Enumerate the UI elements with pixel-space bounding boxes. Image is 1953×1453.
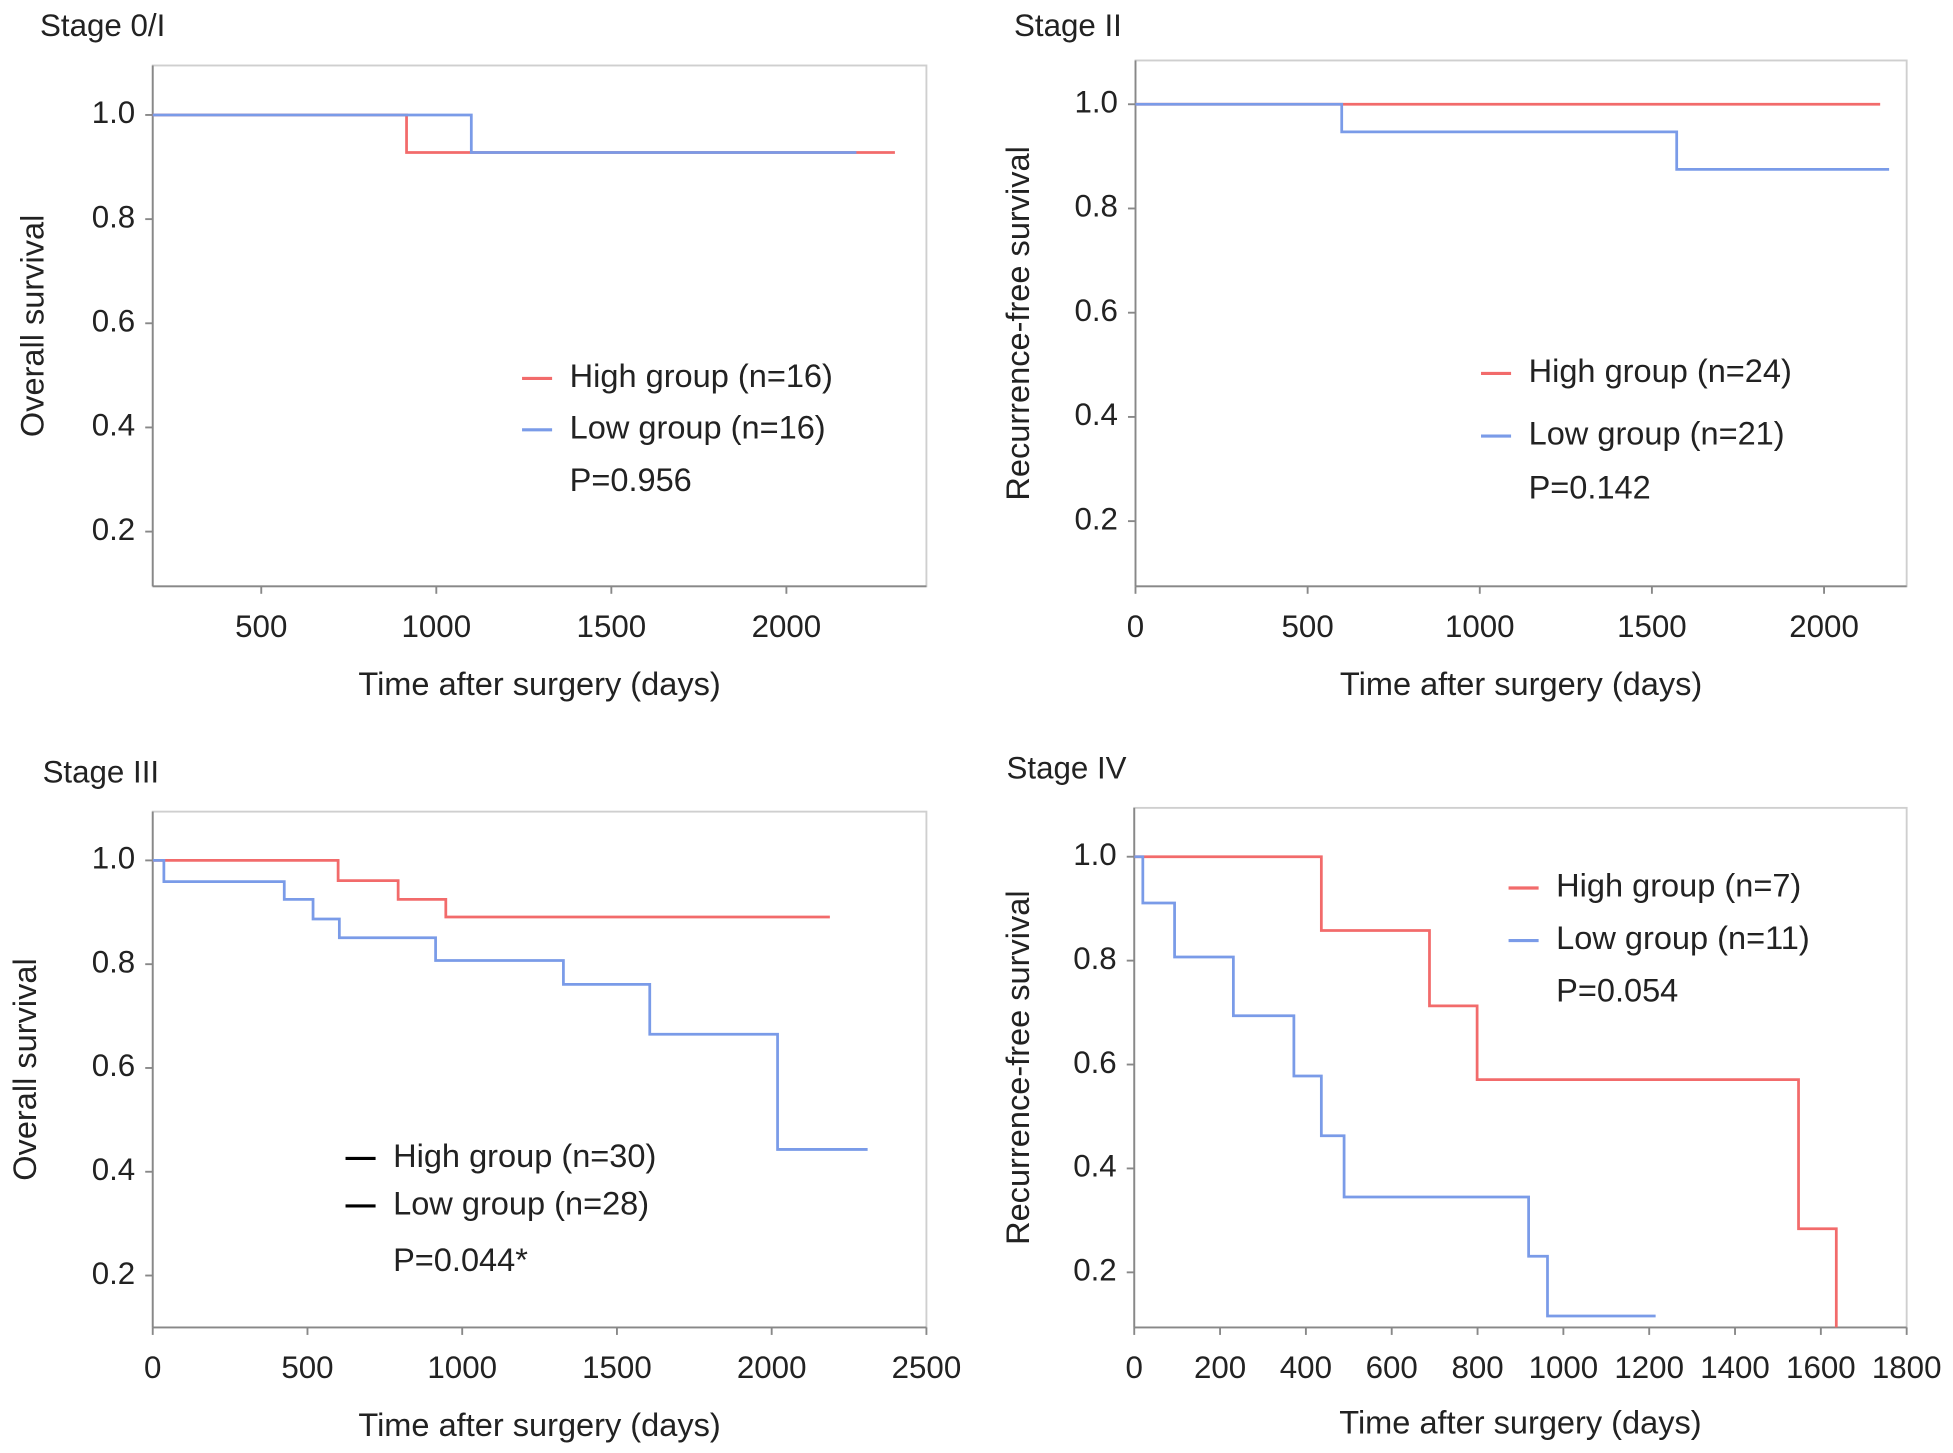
y-tick-label: 0.6 — [1073, 1045, 1117, 1080]
survival-curve — [1135, 102, 1890, 171]
chart-panel: 0.2 0.4 0.6 0.8 1.0 0 200 400 600 800 1000 1200 1400… — [1000, 751, 1942, 1441]
chart-panel: 0.2 0.4 0.6 0.8 1.0 500 1000 1500 2000 Stage 0/I T… — [15, 8, 928, 702]
y-tick-label: 0.8 — [92, 199, 135, 234]
x-tick-label: 1500 — [577, 609, 647, 644]
x-tick-label: 1000 — [427, 1350, 497, 1385]
x-tick-label: 2500 — [892, 1350, 962, 1385]
y-axis-label: Overall survival — [7, 958, 43, 1180]
survival-curve — [152, 113, 857, 154]
x-tick-label: 1600 — [1786, 1350, 1856, 1385]
x-tick-label: 1500 — [582, 1350, 652, 1385]
plot-frame — [1134, 59, 1908, 588]
legend-label: Low group (n=21) — [1529, 416, 1785, 452]
x-tick-label: 800 — [1451, 1350, 1503, 1385]
x-tick-label: 1000 — [1445, 609, 1515, 644]
x-tick-label: 1500 — [1617, 609, 1687, 644]
x-axis-label: Time after surgery (days) — [358, 666, 720, 702]
x-tick-label: 500 — [235, 609, 287, 644]
x-tick-label: 400 — [1280, 1350, 1332, 1385]
survival-curve — [1134, 855, 1656, 1318]
legend-label: Low group (n=28) — [393, 1186, 649, 1222]
y-tick-label: 0.2 — [92, 512, 135, 547]
y-tick-label: 0.8 — [1074, 189, 1118, 224]
y-tick-label: 0.8 — [1073, 941, 1117, 976]
y-tick-label: 0.6 — [1074, 293, 1118, 328]
legend-label: High group (n=16) — [570, 358, 833, 394]
legend-label: High group (n=7) — [1556, 868, 1801, 904]
p-value: P=0.142 — [1529, 469, 1651, 505]
p-value: P=0.044* — [393, 1242, 528, 1278]
legend-label: Low group (n=16) — [570, 409, 826, 445]
plot-frame — [151, 64, 928, 588]
y-axis-label: Recurrence-free survival — [1000, 146, 1036, 501]
chart-title: Stage II — [1014, 8, 1122, 43]
x-tick-label: 2000 — [1789, 609, 1859, 644]
y-tick-label: 0.2 — [1074, 501, 1118, 536]
chart-panel: 0.2 0.4 0.6 0.8 1.0 0 500 1000 1500 2000 2500 Stage… — [7, 754, 961, 1443]
x-tick-label: 600 — [1366, 1350, 1418, 1385]
x-tick-label: 1800 — [1872, 1350, 1942, 1385]
x-tick-label: 1400 — [1700, 1350, 1770, 1385]
plot-frame — [151, 810, 928, 1329]
y-tick-label: 1.0 — [1073, 837, 1117, 872]
chart-title: Stage IV — [1007, 751, 1127, 786]
p-value: P=0.956 — [570, 462, 692, 498]
y-tick-label: 0.4 — [92, 1152, 135, 1187]
y-tick-label: 0.8 — [92, 944, 135, 979]
y-axis-label: Recurrence-free survival — [1000, 890, 1036, 1245]
x-axis-label: Time after surgery (days) — [358, 1407, 720, 1443]
x-axis-label: Time after surgery (days) — [1339, 1405, 1701, 1441]
x-tick-label: 1200 — [1614, 1350, 1684, 1385]
survival-curve — [152, 113, 895, 154]
legend-label: Low group (n=11) — [1556, 920, 1810, 956]
legend-label: High group (n=24) — [1529, 353, 1792, 389]
y-tick-label: 0.6 — [92, 1048, 135, 1083]
survival-curve — [152, 859, 868, 1151]
chart-title: Stage 0/I — [40, 8, 165, 43]
y-tick-label: 0.2 — [92, 1256, 135, 1291]
x-tick-label: 1000 — [1529, 1350, 1599, 1385]
y-tick-label: 0.4 — [1074, 397, 1118, 432]
y-tick-label: 1.0 — [92, 95, 135, 130]
survival-curve — [152, 859, 830, 919]
y-tick-label: 1.0 — [92, 841, 135, 876]
y-tick-label: 0.4 — [1073, 1149, 1117, 1184]
y-tick-label: 0.4 — [92, 408, 135, 443]
y-tick-label: 1.0 — [1074, 85, 1118, 120]
x-tick-label: 0 — [144, 1350, 161, 1385]
y-tick-label: 0.6 — [92, 304, 135, 339]
y-axis-label: Overall survival — [15, 215, 51, 437]
x-tick-label: 200 — [1194, 1350, 1246, 1385]
x-tick-label: 1000 — [402, 609, 472, 644]
survival-curve — [1134, 855, 1838, 1328]
x-tick-label: 2000 — [737, 1350, 807, 1385]
legend-label: High group (n=30) — [393, 1138, 656, 1174]
chart-title: Stage III — [43, 754, 160, 789]
x-tick-label: 500 — [1282, 609, 1334, 644]
x-tick-label: 0 — [1127, 609, 1144, 644]
x-axis-label: Time after surgery (days) — [1340, 666, 1702, 702]
x-tick-label: 0 — [1126, 1350, 1143, 1385]
x-tick-label: 500 — [281, 1350, 333, 1385]
p-value: P=0.054 — [1556, 973, 1678, 1009]
y-tick-label: 0.2 — [1073, 1253, 1117, 1288]
chart-panel: 0.2 0.4 0.6 0.8 1.0 0 500 1000 1500 2000 Stage II T… — [1000, 8, 1908, 702]
x-tick-label: 2000 — [752, 609, 822, 644]
